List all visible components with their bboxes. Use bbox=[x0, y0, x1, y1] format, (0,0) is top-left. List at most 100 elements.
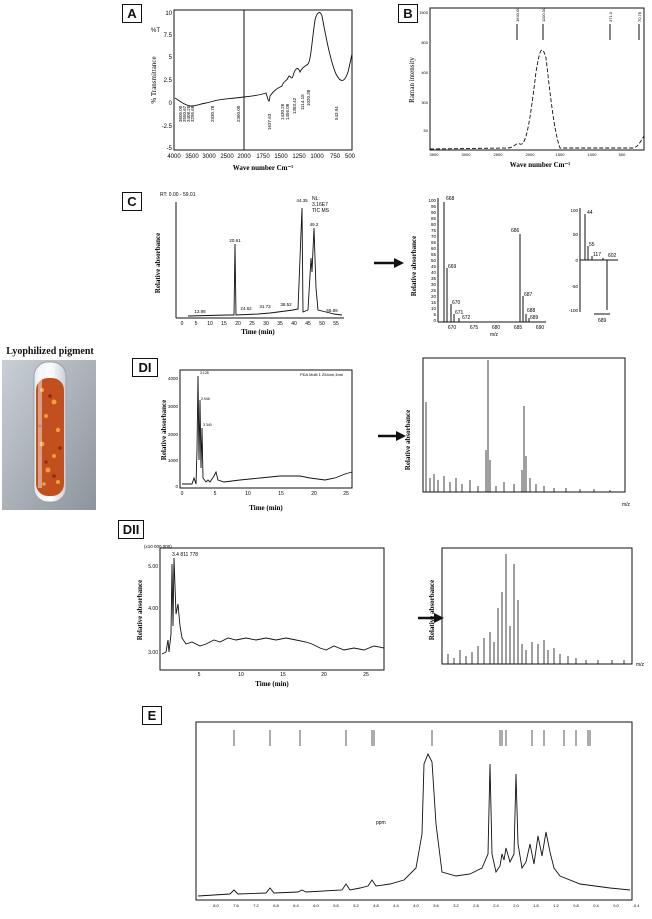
ftir-xtick: 2000 bbox=[237, 154, 251, 160]
ms1-xlabel: m/z bbox=[490, 332, 499, 338]
di-ytick: 0 bbox=[175, 484, 178, 489]
dii-yscale: (x10 000 000) bbox=[144, 544, 172, 549]
ftir-peak-label: 543.94 bbox=[334, 106, 339, 120]
gc-xtick: 50 bbox=[319, 321, 325, 327]
nmr-spectrum: ppm 8.0 7.6 7.2 6.8 6.4 6.0 5.6 5.2 4.8 … bbox=[195, 721, 640, 908]
ms1-ytick: 0 bbox=[433, 318, 436, 323]
gc-header-right: 3.16E7 bbox=[312, 202, 328, 208]
ms1-ytick: 45 bbox=[431, 264, 437, 269]
nmr-xtick: 8.0 bbox=[213, 903, 219, 908]
di-peak-label: 2.946 bbox=[201, 397, 210, 401]
ms2-ytick: -100 bbox=[569, 308, 579, 313]
gc-ylabel: Relative absorbance bbox=[154, 233, 162, 293]
ftir-spectrum: 10 7.5 5 2.5 0 -2.5 -5 %T % Transmittanc… bbox=[150, 9, 356, 172]
panel-b: B 1500 800 400 300 50 Raman intensity 35… bbox=[398, 2, 652, 172]
ms1-peak-label: 688 bbox=[527, 308, 536, 314]
nmr-xtick: 6.8 bbox=[273, 903, 279, 908]
ms1-ytick: 70 bbox=[431, 234, 437, 239]
dii-xtick: 10 bbox=[238, 672, 244, 678]
ftir-peak-label: 3550.67 bbox=[182, 105, 187, 122]
ms2-peak-label: 689 bbox=[598, 318, 607, 324]
gc-xtick: 40 bbox=[291, 321, 297, 327]
arrow-icon bbox=[374, 258, 404, 268]
ftir-xtick: 1500 bbox=[274, 154, 288, 160]
ftir-xtick: 500 bbox=[345, 154, 356, 160]
nmr-xtick: 3.2 bbox=[453, 903, 459, 908]
raman-xtick: 3500 bbox=[430, 152, 440, 157]
panel-e: E ppm 8.0 7.6 7.2 6.8 6.4 6.0 5.6 5.2 4.… bbox=[142, 704, 652, 914]
ms1-ytick: 55 bbox=[431, 252, 437, 257]
ms1-ytick: 80 bbox=[431, 222, 437, 227]
ms2-ytick: -50 bbox=[571, 284, 578, 289]
ftir-peak-label: 1383.42 bbox=[292, 97, 297, 114]
dii-chromatogram: (x10 000 000) 3.4 811 778 5.00 4.00 3.00… bbox=[136, 544, 645, 688]
ftir-ytick: 5 bbox=[169, 55, 173, 61]
raman-ytick: 300 bbox=[421, 100, 428, 105]
gc-peak-label: 24.62 bbox=[240, 306, 252, 311]
ms1-ytick: 35 bbox=[431, 276, 437, 281]
dii-ms-xlabel: m/z bbox=[636, 662, 645, 668]
ftir-xtick: 3500 bbox=[185, 154, 199, 160]
gc-xtick: 5 bbox=[195, 321, 198, 327]
nmr-xtick: 7.2 bbox=[253, 903, 259, 908]
nmr-xtick: 3.6 bbox=[433, 903, 439, 908]
raman-xlabel: Wave number Cm⁻¹ bbox=[510, 161, 571, 169]
ms1-ytick: 30 bbox=[431, 282, 437, 287]
panel-e-label: E bbox=[142, 706, 162, 725]
di-peak-label: 3.128 bbox=[200, 371, 209, 375]
panel-di: DI PDA Multi 1 254nm,4nm 4000 3000 2000 … bbox=[130, 350, 652, 518]
ftir-peak-label: 3408.25 bbox=[186, 105, 191, 122]
panel-a-label: A bbox=[122, 4, 142, 23]
di-xtick: 15 bbox=[278, 491, 284, 497]
ftir-peak-label: 2930.78 bbox=[210, 105, 215, 122]
pigment-photo bbox=[2, 344, 96, 510]
di-peak-label: 3.340 bbox=[203, 423, 212, 427]
ms1-ytick: 60 bbox=[431, 246, 437, 251]
di-ytick: 4000 bbox=[168, 376, 179, 381]
ftir-peak-label: 1637.63 bbox=[267, 113, 272, 130]
nmr-xtick: 1.6 bbox=[533, 903, 539, 908]
dii-ylabel: Relative absorbance bbox=[136, 580, 144, 640]
dii-trace bbox=[161, 557, 385, 655]
dii-xtick: 15 bbox=[280, 672, 286, 678]
dii-ytick: 4.00 bbox=[148, 606, 158, 612]
raman-spectrum: 1500 800 400 300 50 Raman intensity 3500… bbox=[408, 7, 645, 169]
di-xtick: 10 bbox=[245, 491, 251, 497]
di-xlabel: Time (min) bbox=[249, 504, 283, 512]
ms2-ytick: 0 bbox=[575, 258, 578, 263]
gc-peak-label: 55.89 bbox=[326, 308, 338, 313]
ftir-peak-label: 3295.68 bbox=[190, 105, 195, 122]
ftir-corner-label: %T bbox=[151, 28, 160, 34]
gc-peak-label: 49.2 bbox=[310, 222, 319, 227]
ftir-xlabel: Wave number Cm⁻¹ bbox=[233, 164, 294, 172]
di-ms-ylabel: Relative absorbance bbox=[404, 410, 412, 470]
ftir-ytick: -2.5 bbox=[162, 124, 173, 130]
di-chromatogram: PDA Multi 1 254nm,4nm 4000 3000 2000 100… bbox=[160, 357, 631, 512]
raman-ytick: 800 bbox=[421, 40, 428, 45]
ms2-peak-label: 55 bbox=[589, 242, 595, 248]
dii-xtick: 20 bbox=[321, 672, 327, 678]
panel-dii-label: DII bbox=[118, 520, 144, 539]
dii-xtick: 5 bbox=[198, 672, 201, 678]
nmr-xtick: 1.2 bbox=[553, 903, 559, 908]
panel-c-label: C bbox=[122, 192, 142, 211]
dii-ms-ylabel: Relative absorbance bbox=[428, 580, 436, 640]
ms1-ylabel: Relative absorbance bbox=[410, 236, 418, 296]
raman-ytick: 50 bbox=[424, 128, 429, 133]
ms1-ytick: 50 bbox=[431, 258, 437, 263]
ftir-trace bbox=[174, 12, 353, 107]
ms1-xtick: 690 bbox=[536, 325, 545, 331]
gc-header-right: TIC MS bbox=[312, 208, 330, 214]
ms1-ytick: 95 bbox=[431, 204, 437, 209]
panel-a: A 10 7.5 5 2.5 0 -2.5 -5 %T % Transmitta… bbox=[122, 2, 360, 180]
gc-chromatogram: RT: 0.00 - 59.01 NL: 3.16E7 TIC MS Relat… bbox=[154, 192, 618, 338]
raman-ytick: 400 bbox=[421, 70, 428, 75]
ftir-xtick: 1750 bbox=[256, 154, 270, 160]
gc-peak-label: 20.61 bbox=[229, 238, 241, 243]
ms1-ytick: 5 bbox=[433, 312, 436, 317]
di-xtick: 20 bbox=[311, 491, 317, 497]
raman-peak-label: 1100.00 bbox=[541, 7, 546, 22]
ftir-ytick: 7.5 bbox=[164, 33, 173, 39]
raman-peak-label: 70.78 bbox=[637, 11, 642, 22]
gc-xtick: 25 bbox=[249, 321, 255, 327]
